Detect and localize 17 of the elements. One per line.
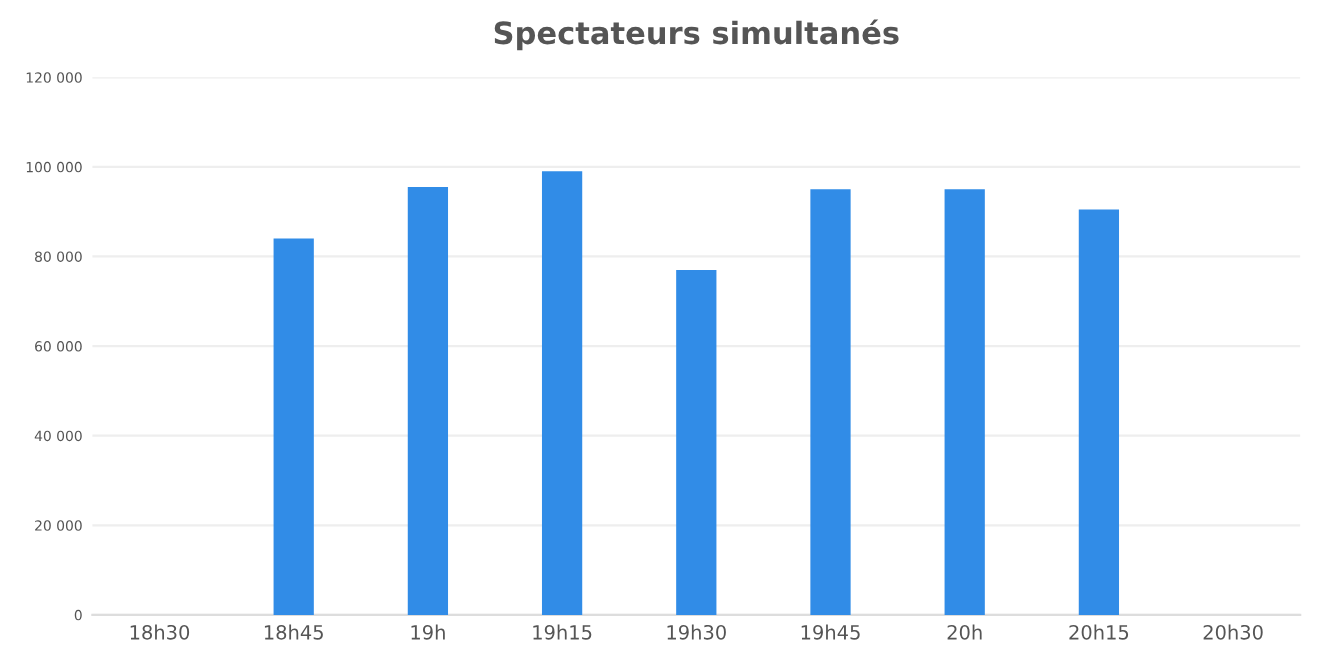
x-tick-label: 20h30 [1203, 624, 1263, 640]
bar [810, 189, 851, 615]
bar [944, 189, 985, 615]
x-tick-label: 18h45 [264, 624, 323, 640]
bar [541, 171, 583, 615]
x-tick-label: 20h15 [1069, 624, 1129, 640]
bar [676, 269, 717, 615]
x-tick-label: 20h [947, 624, 982, 640]
bar [1078, 209, 1120, 615]
bar [273, 238, 314, 615]
chart-title: Spectateurs simultanés [494, 19, 899, 51]
bar [407, 187, 449, 615]
x-tick-label: 19h [411, 624, 445, 640]
x-tick-label: 19h15 [533, 624, 592, 640]
x-tick-label: 18h30 [130, 624, 190, 640]
x-tick-label: 19h45 [801, 624, 860, 640]
x-tick-label: 19h30 [667, 624, 726, 640]
